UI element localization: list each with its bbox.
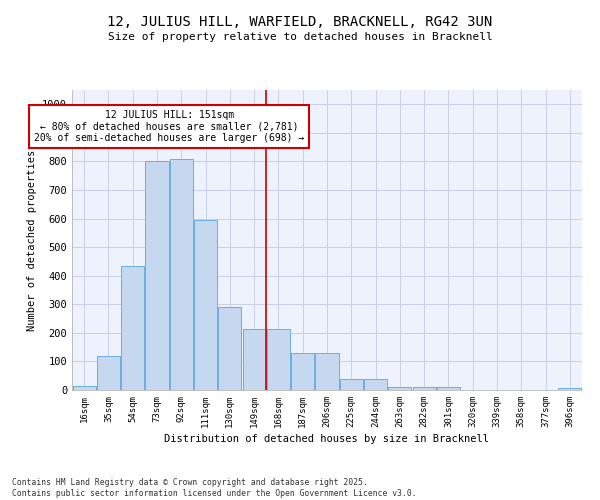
X-axis label: Distribution of detached houses by size in Bracknell: Distribution of detached houses by size … bbox=[164, 434, 490, 444]
Text: Size of property relative to detached houses in Bracknell: Size of property relative to detached ho… bbox=[107, 32, 493, 42]
Bar bbox=[559, 388, 581, 390]
Bar bbox=[437, 387, 460, 390]
Bar bbox=[291, 353, 314, 390]
Y-axis label: Number of detached properties: Number of detached properties bbox=[26, 150, 37, 330]
Bar bbox=[388, 386, 412, 390]
Bar bbox=[364, 378, 387, 390]
Text: 12 JULIUS HILL: 151sqm
← 80% of detached houses are smaller (2,781)
20% of semi-: 12 JULIUS HILL: 151sqm ← 80% of detached… bbox=[34, 110, 304, 143]
Bar bbox=[267, 328, 290, 390]
Bar bbox=[340, 378, 363, 390]
Bar bbox=[316, 353, 338, 390]
Bar bbox=[73, 386, 95, 390]
Bar bbox=[121, 266, 144, 390]
Bar bbox=[97, 356, 120, 390]
Bar bbox=[194, 220, 217, 390]
Bar bbox=[145, 162, 169, 390]
Bar bbox=[218, 307, 241, 390]
Bar bbox=[413, 386, 436, 390]
Bar bbox=[242, 328, 266, 390]
Text: 12, JULIUS HILL, WARFIELD, BRACKNELL, RG42 3UN: 12, JULIUS HILL, WARFIELD, BRACKNELL, RG… bbox=[107, 15, 493, 29]
Bar bbox=[170, 158, 193, 390]
Text: Contains HM Land Registry data © Crown copyright and database right 2025.
Contai: Contains HM Land Registry data © Crown c… bbox=[12, 478, 416, 498]
